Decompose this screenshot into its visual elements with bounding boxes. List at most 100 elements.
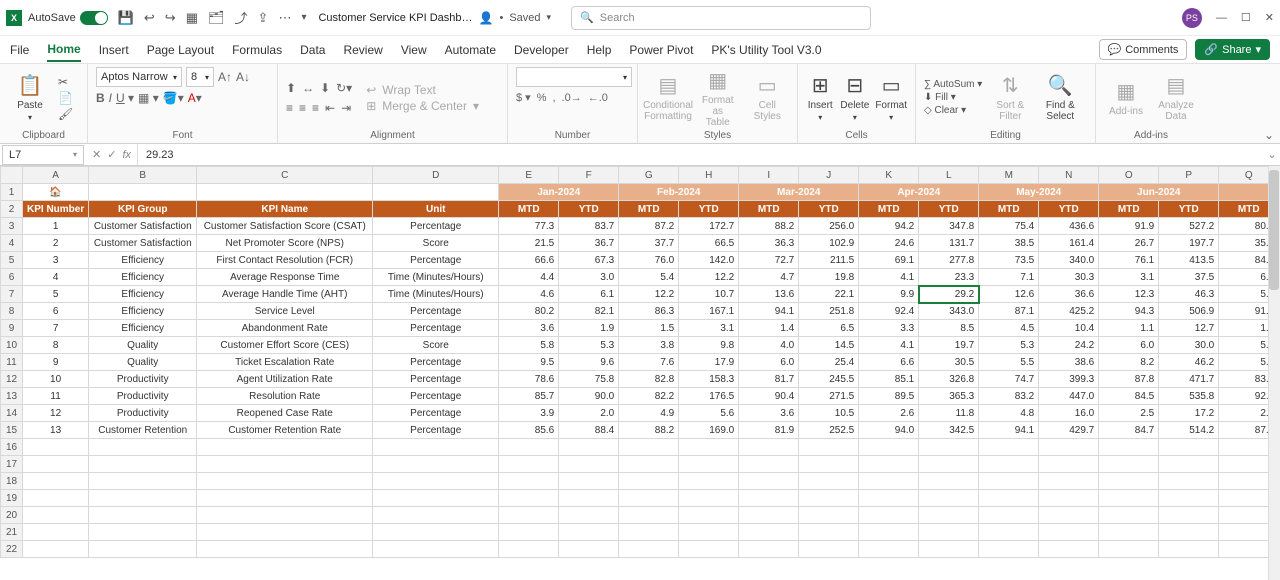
row-header[interactable]: 6 [1,269,23,286]
cell[interactable]: 8 [23,337,89,354]
analyze-data-button[interactable]: ▤Analyze Data [1154,73,1198,122]
cell[interactable] [739,490,799,507]
cell[interactable]: 3.6 [739,405,799,422]
cell[interactable]: 84.7 [1099,422,1159,439]
cell[interactable] [499,456,559,473]
cell[interactable]: 19.8 [799,269,859,286]
scrollbar-thumb[interactable] [1269,170,1279,290]
cell[interactable]: 326.8 [919,371,979,388]
cell[interactable]: 87.2 [619,218,679,235]
align-center-icon[interactable]: ≡ [299,101,306,115]
cell[interactable] [1039,439,1099,456]
cell[interactable]: 21.5 [499,235,559,252]
cell[interactable] [1099,439,1159,456]
cell[interactable]: 69.1 [859,252,919,269]
cell[interactable]: 88.2 [739,218,799,235]
cell[interactable]: 14.5 [799,337,859,354]
cell[interactable]: 142.0 [679,252,739,269]
cell[interactable]: 102.9 [799,235,859,252]
document-title[interactable]: Customer Service KPI Dashb… [318,12,472,24]
cell[interactable]: 88.2 [619,422,679,439]
qat-icon[interactable]: ⋯ [278,10,291,26]
cell[interactable] [559,473,619,490]
cell[interactable]: 8.5 [919,320,979,337]
cell[interactable] [23,456,89,473]
cell[interactable] [23,524,89,541]
font-color-icon[interactable]: A▾ [188,91,202,105]
cell[interactable] [679,507,739,524]
cell[interactable]: 12.6 [979,286,1039,303]
cell[interactable] [979,473,1039,490]
cell[interactable]: Productivity [89,371,197,388]
percent-icon[interactable]: % [537,92,547,104]
font-size-combo[interactable]: 8▾ [186,67,214,87]
cell[interactable]: 2 [23,235,89,252]
cell[interactable]: 429.7 [1039,422,1099,439]
tab-insert[interactable]: Insert [99,39,129,61]
cell[interactable]: 3.3 [859,320,919,337]
cell[interactable] [197,507,373,524]
cell[interactable]: Customer Retention Rate [197,422,373,439]
cell[interactable]: 1 [23,218,89,235]
cell[interactable]: 82.1 [559,303,619,320]
cell[interactable] [373,439,499,456]
cell[interactable]: Average Response Time [197,269,373,286]
cell[interactable]: 6.0 [739,354,799,371]
cell[interactable]: 3.0 [559,269,619,286]
cell[interactable] [979,456,1039,473]
cell[interactable]: 6.5 [799,320,859,337]
cell[interactable]: 67.3 [559,252,619,269]
cell[interactable] [679,456,739,473]
cell[interactable]: 17.9 [679,354,739,371]
cell[interactable]: 6.6 [859,354,919,371]
cell[interactable]: Customer Effort Score (CES) [197,337,373,354]
cell[interactable]: 38.5 [979,235,1039,252]
row-header[interactable]: 19 [1,490,23,507]
row-header[interactable]: 10 [1,337,23,354]
cell[interactable] [619,439,679,456]
cell[interactable]: 4.1 [859,337,919,354]
autosum-button[interactable]: ∑ AutoSum ▾ [924,79,982,90]
row-header[interactable]: 13 [1,388,23,405]
cell[interactable]: 94.1 [739,303,799,320]
cell[interactable]: 9.6 [559,354,619,371]
align-middle-icon[interactable]: ↔ [302,81,314,95]
row-header[interactable]: 11 [1,354,23,371]
cell[interactable]: Percentage [373,218,499,235]
cell[interactable]: 10.4 [1039,320,1099,337]
cell[interactable]: Efficiency [89,303,197,320]
cell[interactable]: 12.2 [679,269,739,286]
cell[interactable] [979,490,1039,507]
cell[interactable] [89,541,197,558]
cell[interactable] [1099,456,1159,473]
cell[interactable]: 365.3 [919,388,979,405]
row-header[interactable]: 14 [1,405,23,422]
cell[interactable]: 87.8 [1099,371,1159,388]
tab-formulas[interactable]: Formulas [232,39,282,61]
cell[interactable]: 85.7 [499,388,559,405]
cell[interactable]: Service Level [197,303,373,320]
grow-font-icon[interactable]: A↑ [218,70,232,84]
cell[interactable] [559,524,619,541]
row-header[interactable]: 22 [1,541,23,558]
cell[interactable] [1099,490,1159,507]
cell[interactable]: 3.9 [499,405,559,422]
share-button[interactable]: 🔗 Share ▾ [1195,39,1270,60]
cell[interactable]: Efficiency [89,286,197,303]
column-header[interactable]: E [499,167,559,184]
cancel-formula-icon[interactable]: ✕ [92,148,101,161]
cell[interactable]: Productivity [89,388,197,405]
cell[interactable]: 3.1 [1099,269,1159,286]
cell[interactable]: Percentage [373,303,499,320]
cell[interactable]: 167.1 [679,303,739,320]
vertical-scrollbar[interactable] [1268,166,1280,580]
cell[interactable] [919,541,979,558]
cell[interactable] [799,456,859,473]
delete-cells-button[interactable]: ⊟Delete▾ [840,73,869,122]
cell[interactable] [1159,507,1219,524]
cell[interactable] [499,541,559,558]
cell-styles-button[interactable]: ▭Cell Styles [746,73,790,122]
cell[interactable]: 36.7 [559,235,619,252]
cell[interactable] [919,439,979,456]
undo-icon[interactable]: ↩ [144,10,155,26]
